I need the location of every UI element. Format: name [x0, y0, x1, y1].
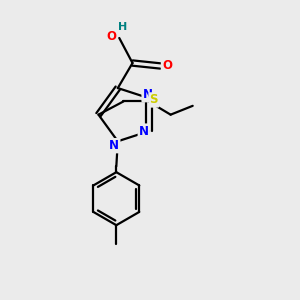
- Text: N: N: [139, 124, 149, 138]
- Text: S: S: [150, 93, 158, 106]
- Text: H: H: [118, 22, 128, 32]
- Text: O: O: [162, 59, 172, 73]
- Text: O: O: [106, 30, 116, 43]
- Text: N: N: [109, 139, 119, 152]
- Text: N: N: [142, 88, 153, 101]
